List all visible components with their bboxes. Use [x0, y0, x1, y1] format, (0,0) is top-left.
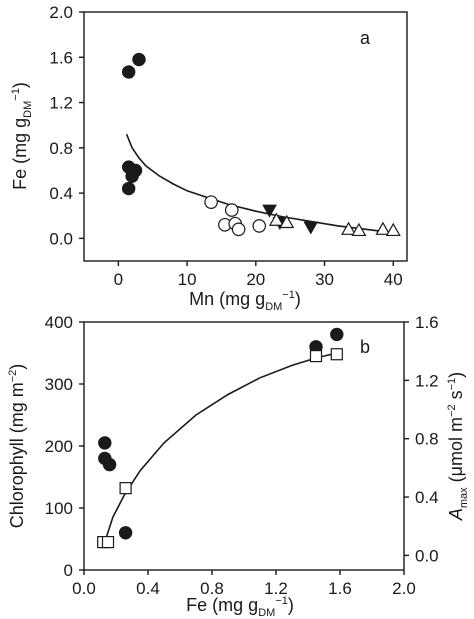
a-x-tick-label: 30: [315, 270, 334, 289]
panel-b-right-axis-label: Amax (μmol m−2 s−1): [446, 372, 470, 521]
b-point-open-square: [119, 482, 132, 495]
b-point-open-square: [309, 350, 323, 363]
panel-b-ticks: 0.0 0.4 0.8 1.2 1.6 2.0 0 100 200 300 400 0.0 0.4 0.8…: [45, 313, 439, 598]
b-x-tick-label: 1.2: [264, 579, 288, 598]
b-point-open-square: [330, 348, 343, 361]
b-point-filled-circle: [98, 436, 112, 450]
a-point-open-triangle-up: [351, 222, 367, 237]
panel-b-chart: 0.0 0.4 0.8 1.2 1.6 2.0 0 100 200 300 400 0.0 0.4 0.8…: [7, 313, 470, 619]
panel-b-data-marks: [97, 327, 344, 549]
a-series-filled-circle: [121, 52, 146, 196]
a-x-tick-label: 10: [178, 270, 197, 289]
a-point-open-circle: [231, 222, 246, 237]
b-y2-tick-label: 0.0: [415, 546, 439, 565]
a-point-open-triangle-up: [279, 214, 295, 229]
b-x-tick-label: 2.0: [392, 579, 416, 598]
b-point-filled-circle: [102, 457, 117, 472]
a-point-open-circle: [224, 203, 239, 217]
a-fitted-curve: [125, 133, 394, 234]
b-y2-tick-label: 0.8: [415, 430, 439, 449]
a-point-filled-triangle-down: [262, 204, 277, 218]
a-y-tick-label: 0.0: [49, 229, 73, 248]
a-point-open-triangle-up: [385, 222, 401, 237]
a-point-open-circle: [204, 195, 218, 209]
a-point-open-circle: [252, 219, 267, 233]
panel-a-plot-frame: [83, 11, 408, 262]
panel-b-y-axis-label: Chlorophyll (mg m−2): [7, 364, 27, 529]
a-y-tick-label: 1.2: [49, 94, 73, 113]
b-y-tick-label: 200: [45, 437, 73, 456]
a-x-tick-label: 40: [384, 270, 403, 289]
a-series-open-circle: [204, 195, 267, 237]
b-series-open-square: [97, 348, 343, 549]
b-y-tick-label: 300: [45, 375, 73, 394]
a-y-tick-label: 1.6: [49, 48, 73, 67]
panel-b-letter: b: [360, 337, 370, 357]
b-point-filled-circle: [118, 526, 133, 540]
a-y-tick-label: 0.8: [49, 139, 73, 158]
panel-a-y-axis-label: Fe (mg gDM−1): [10, 82, 34, 190]
a-series-open-triangle-up: [268, 212, 401, 237]
b-y-tick-label: 100: [45, 499, 73, 518]
a-point-filled-triangle-down: [303, 221, 319, 235]
b-y2-tick-label: 1.6: [415, 313, 439, 332]
b-x-tick-label: 0.8: [200, 579, 224, 598]
panel-a-chart: 0 10 20 30 40 0.0 0.4 0.8 1.2 1.6 2.0 a Mn (mg gDM…: [10, 3, 408, 313]
b-y-tick-label: 400: [45, 313, 73, 332]
b-point-open-square: [101, 535, 115, 549]
panel-a-ticks: 0 10 20 30 40 0.0 0.4 0.8 1.2 1.6 2.0: [49, 3, 402, 289]
b-point-filled-circle: [330, 327, 344, 342]
panel-b-x-axis-label: Fe (mg gDM−1): [186, 595, 294, 619]
panel-a-data-marks: [121, 52, 401, 237]
panel-a-x-axis-label: Mn (mg gDM−1): [189, 289, 301, 313]
a-point-filled-circle: [132, 52, 146, 67]
b-series-filled-circle: [98, 327, 344, 540]
a-series-filled-triangle-down: [262, 204, 319, 235]
b-x-tick-label: 0.0: [72, 579, 96, 598]
a-y-tick-label: 2.0: [49, 3, 73, 22]
a-y-tick-label: 0.4: [49, 184, 73, 203]
b-y-tick-label: 0: [64, 561, 73, 580]
a-point-filled-circle: [121, 181, 136, 196]
b-y2-tick-label: 0.4: [415, 488, 439, 507]
a-x-tick-label: 0: [114, 270, 123, 289]
a-point-open-triangle-up: [341, 221, 357, 235]
a-point-filled-circle: [125, 169, 139, 183]
a-x-tick-label: 20: [246, 270, 265, 289]
a-point-open-triangle-up: [375, 221, 391, 235]
b-x-tick-label: 1.6: [328, 579, 352, 598]
a-point-open-triangle-up: [268, 212, 284, 226]
panel-a-letter: a: [360, 28, 371, 48]
b-y2-tick-label: 1.2: [415, 371, 439, 390]
a-point-filled-circle: [121, 65, 136, 79]
b-x-tick-label: 0.4: [136, 579, 160, 598]
b-fitted-curve: [104, 352, 337, 543]
